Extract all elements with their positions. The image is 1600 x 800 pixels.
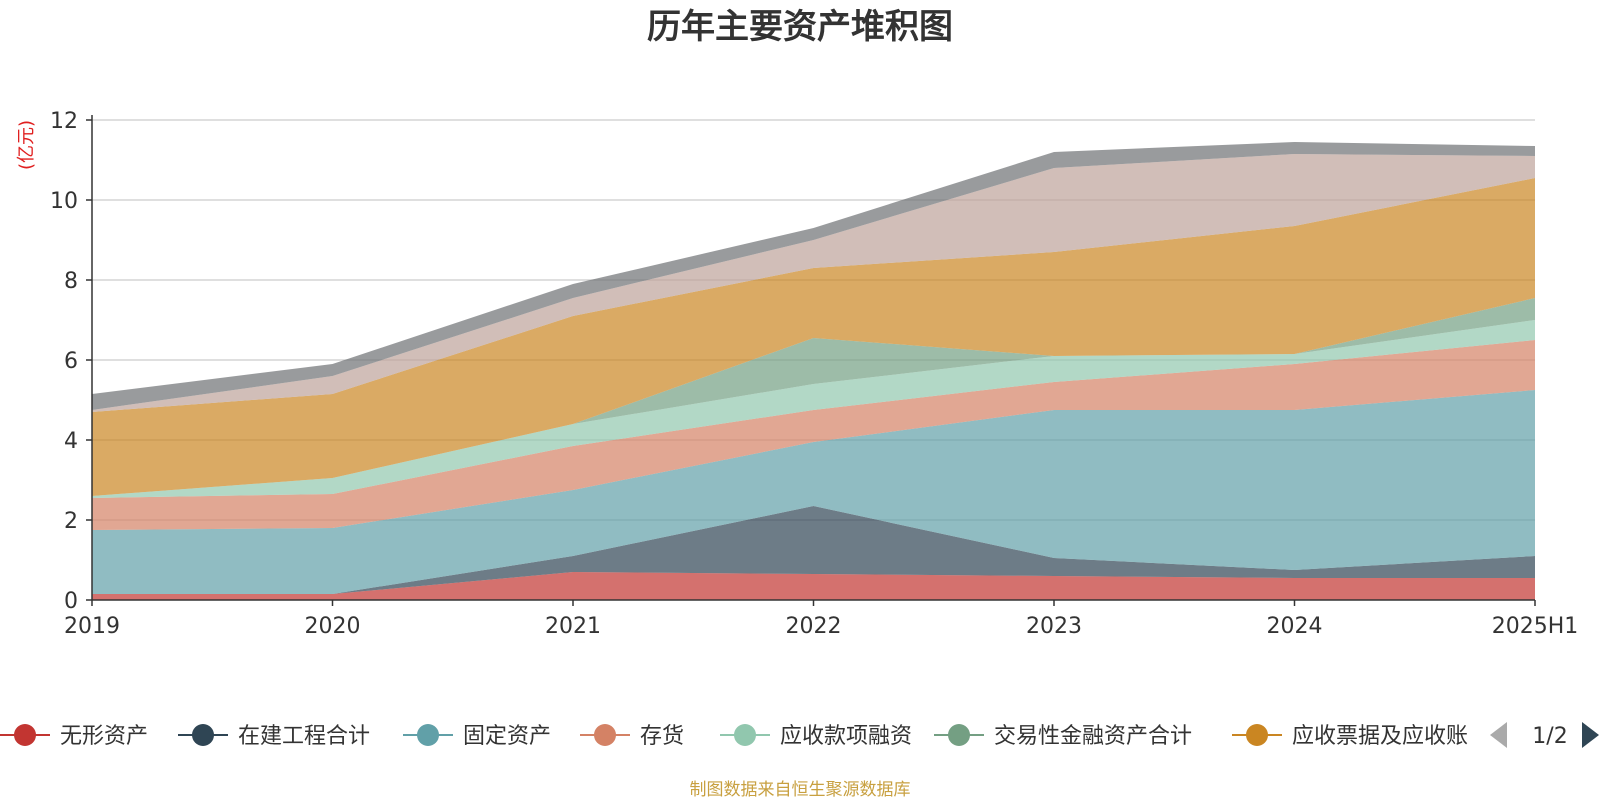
legend: 无形资产 在建工程合计 固定资产 存货 应收款项融资 交易性金融资产合计 应收票据及应收账 [0,724,1468,749]
legend-label: 无形资产 [60,724,148,749]
axes: 0 2 4 6 8 10 12 2019 2020 2021 2022 2023 2024 2025H1 [50,109,1578,639]
y-tick-label: 10 [50,189,78,214]
legend-marker-icon [948,724,970,746]
x-tick-label: 2021 [545,614,601,639]
area-series-3 [92,340,1535,530]
area-series-4 [92,320,1535,498]
x-tick-label: 2024 [1267,614,1323,639]
legend-prev-page-icon[interactable] [1490,722,1507,748]
y-tick-label: 4 [64,429,78,454]
x-tick-label: 2019 [64,614,120,639]
legend-item-1[interactable]: 在建工程合计 [178,724,370,749]
x-tick-label: 2020 [305,614,361,639]
y-tick-label: 6 [64,349,78,374]
legend-marker-icon [594,724,616,746]
legend-label: 应收票据及应收账 [1292,724,1468,749]
legend-next-page-icon[interactable] [1582,722,1599,748]
legend-marker-icon [192,724,214,746]
legend-item-4[interactable]: 应收款项融资 [720,724,912,749]
legend-label: 应收款项融资 [780,724,912,749]
area-series-8 [92,142,1535,410]
legend-marker-icon [14,724,36,746]
area-series-2 [92,390,1535,594]
legend-item-2[interactable]: 固定资产 [403,724,551,749]
legend-page-indicator: 1/2 [1532,724,1567,749]
y-tick-label: 8 [64,269,78,294]
area-series-7 [92,154,1535,412]
legend-label: 交易性金融资产合计 [994,724,1192,749]
legend-label: 存货 [640,724,684,749]
area-series-group [92,142,1535,600]
legend-label: 在建工程合计 [238,724,370,749]
legend-marker-icon [417,724,439,746]
area-series-1 [92,506,1535,594]
y-tick-label: 2 [64,509,78,534]
data-source-note: 制图数据来自恒生聚源数据库 [690,780,911,800]
area-series-0 [92,572,1535,600]
x-tick-label: 2025H1 [1492,614,1579,639]
area-series-6 [92,178,1535,496]
x-tick-label: 2022 [786,614,842,639]
legend-item-6[interactable]: 应收票据及应收账 [1232,724,1468,749]
legend-item-5[interactable]: 交易性金融资产合计 [934,724,1192,749]
y-tick-label: 12 [50,109,78,134]
y-tick-label: 0 [64,589,78,614]
y-axis-unit-label: (亿元) [16,120,37,170]
chart-title: 历年主要资产堆积图 [647,7,953,47]
legend-marker-icon [734,724,756,746]
x-tick-label: 2023 [1026,614,1082,639]
legend-item-3[interactable]: 存货 [580,724,684,749]
legend-pager: 1/2 [1490,722,1599,749]
legend-label: 固定资产 [463,724,551,749]
legend-marker-icon [1246,724,1268,746]
legend-item-0[interactable]: 无形资产 [0,724,148,749]
